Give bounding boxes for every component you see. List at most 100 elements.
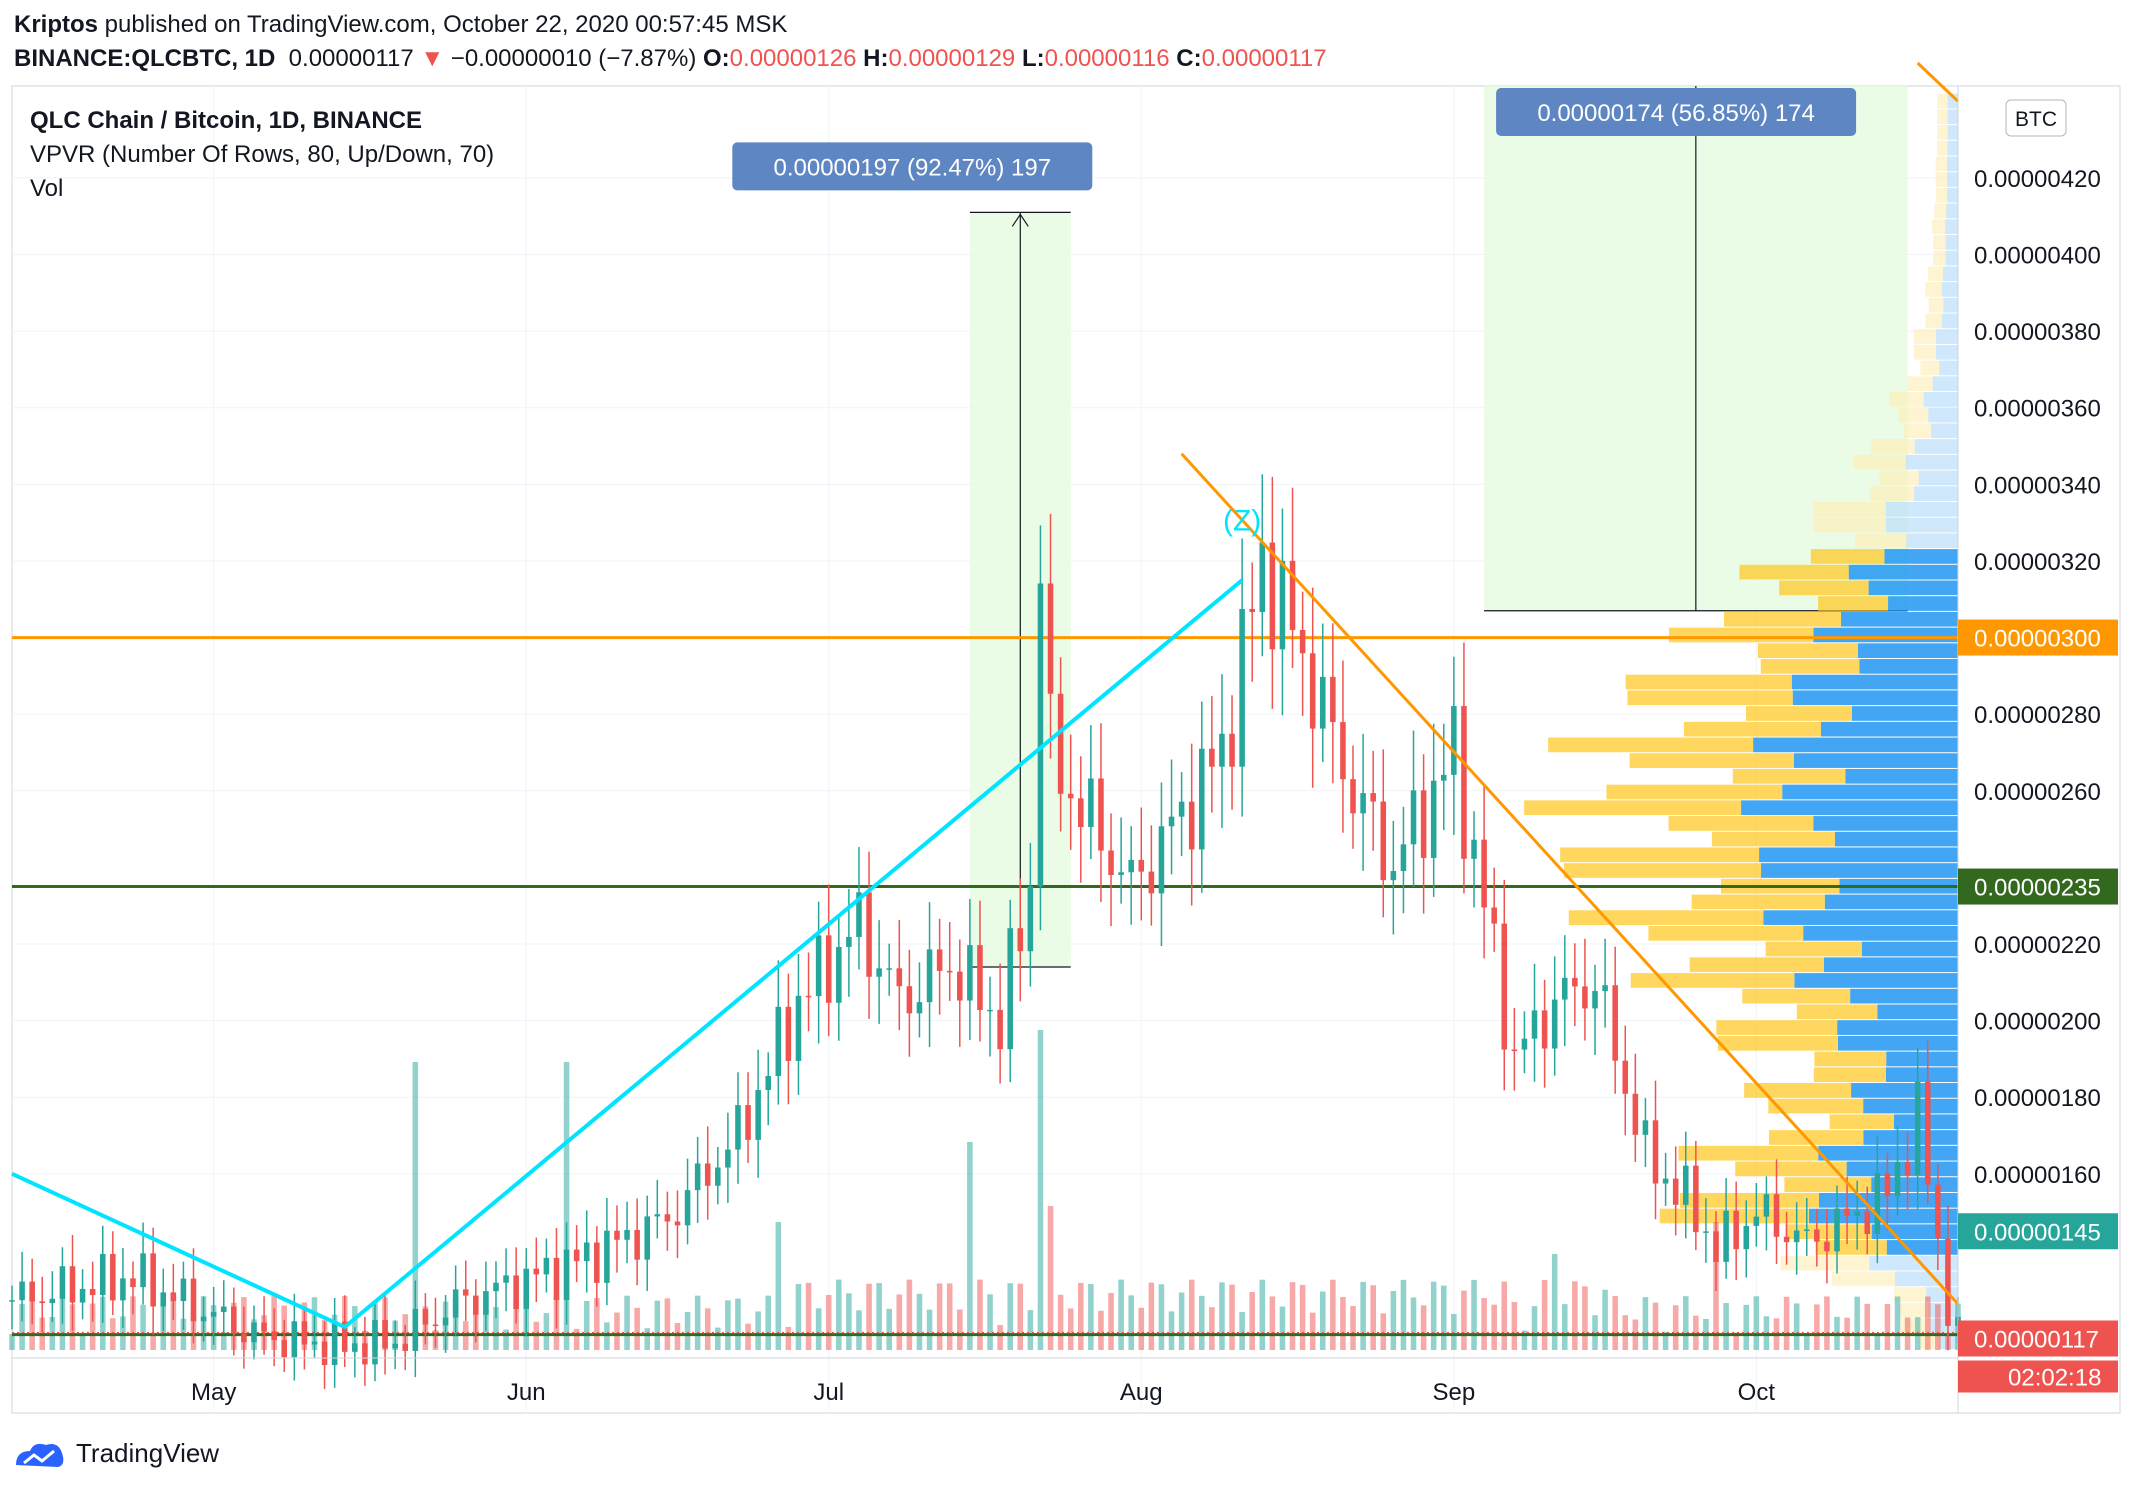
down-arrow-icon: ▼ <box>420 45 445 72</box>
candle-body <box>281 1340 288 1358</box>
volume-bar <box>614 1312 620 1350</box>
currency-button[interactable]: BTC <box>2005 99 2067 137</box>
vpvr-down-row <box>1815 1240 1887 1255</box>
vpvr-down-row <box>1813 517 1886 533</box>
volume-bar <box>1118 1279 1124 1350</box>
candle-body <box>896 968 903 987</box>
volume-profile <box>1524 93 1958 1349</box>
volume-bar <box>886 1308 892 1350</box>
volume-bar <box>1108 1292 1114 1350</box>
volume-bar <box>715 1327 721 1350</box>
vpvr-up-row <box>1846 1161 1958 1177</box>
volume-bar <box>815 1308 822 1350</box>
volume-bar <box>906 1279 913 1350</box>
vpvr-up-row <box>1942 266 1958 282</box>
candle-body <box>866 892 872 977</box>
price-tick-label: 0.00000420 <box>1974 166 2101 193</box>
candle-body <box>190 1278 197 1322</box>
range2-label: 0.00000174 (56.85%) 174 <box>1537 100 1815 127</box>
candle-body <box>382 1320 388 1349</box>
legend-vol[interactable]: Vol <box>30 175 63 202</box>
vpvr-down-row <box>1903 423 1931 439</box>
vpvr-down-row <box>1936 140 1948 156</box>
price-tick-label: 0.00000180 <box>1974 1085 2101 1112</box>
candle-body <box>1289 560 1296 630</box>
vpvr-up-row <box>1884 549 1958 564</box>
candle-body <box>59 1266 66 1299</box>
vpvr-down-row <box>1937 125 1948 140</box>
range1-label: 0.00000197 (92.47%) 197 <box>774 154 1052 181</box>
chart-legend: QLC Chain / Bitcoin, 1D, BINANCE VPVR (N… <box>30 107 494 202</box>
candle-body <box>442 1317 449 1326</box>
candle-body <box>1531 1010 1538 1039</box>
candle-body <box>1743 1225 1750 1250</box>
volume-bar <box>1168 1311 1175 1350</box>
vpvr-up-row <box>1803 925 1958 941</box>
price-label-box <box>1958 868 2118 905</box>
candle-body <box>1148 871 1155 894</box>
volume-bar <box>1602 1289 1608 1350</box>
vpvr-down-row <box>1913 344 1936 360</box>
candle-body <box>1158 826 1165 894</box>
vpvr-down-row <box>1920 360 1940 376</box>
tradingview-brand[interactable]: TradingView <box>76 1438 220 1468</box>
candle-body <box>1320 676 1326 729</box>
range2-label-box <box>1496 88 1857 136</box>
vpvr-up-row <box>1782 784 1958 800</box>
volume-bar <box>1753 1296 1760 1350</box>
volume-bar <box>725 1300 731 1350</box>
time-axis[interactable]: May Jun Jul Aug Sep Oct <box>12 1357 1958 1406</box>
candle-body <box>1390 871 1397 881</box>
candle-body <box>1178 801 1185 817</box>
candle-body <box>452 1289 459 1318</box>
candle-body <box>1067 793 1074 799</box>
price-axis[interactable]: 0.00000420 0.00000400 0.00000380 0.00000360… <box>1957 86 2101 1413</box>
candle-body <box>402 1343 409 1351</box>
candle-body <box>1057 693 1064 794</box>
trend-lines[interactable]: (Z) <box>11 61 1960 1330</box>
author-name[interactable]: Kriptos <box>14 11 98 38</box>
vpvr-down-row <box>1853 454 1906 470</box>
vpvr-up-row <box>1857 643 1958 659</box>
volume-bar <box>1743 1304 1750 1350</box>
vpvr-up-row <box>1759 847 1958 863</box>
vpvr-down-row <box>1913 329 1936 344</box>
vpvr-up-row <box>1741 800 1958 816</box>
candle-body <box>200 1316 207 1322</box>
volume-bar <box>765 1295 771 1350</box>
candle-body <box>1602 985 1608 992</box>
candle-body <box>1219 733 1225 767</box>
volume-bar <box>735 1298 741 1350</box>
candle-body <box>301 1321 308 1345</box>
vpvr-up-row <box>1794 973 1958 988</box>
volume-bar <box>594 1298 600 1350</box>
vpvr-up-row <box>1850 988 1958 1004</box>
candle-body <box>1491 907 1497 924</box>
candle-body <box>483 1291 489 1315</box>
candle-body <box>926 949 933 1003</box>
candle-body <box>493 1282 499 1292</box>
volume-bar <box>1935 1304 1941 1350</box>
candle-body <box>1834 1208 1840 1252</box>
candle-body <box>1642 1120 1649 1135</box>
vpvr-down-row <box>1894 1287 1927 1302</box>
vpvr-down-row <box>1716 1020 1838 1035</box>
vpvr-down-row <box>1691 894 1825 910</box>
candle-body <box>654 1214 661 1217</box>
candle-body <box>210 1312 217 1317</box>
candle-body <box>1713 1231 1719 1262</box>
candle-body <box>251 1322 257 1343</box>
candle-body <box>1884 1173 1891 1197</box>
vpvr-up-row <box>1845 768 1958 784</box>
candle-body <box>513 1275 519 1309</box>
volume-bar <box>1148 1282 1155 1350</box>
candle-body <box>1864 1211 1871 1234</box>
candle-body <box>684 1190 691 1226</box>
vpvr-down-row <box>1757 643 1858 659</box>
vpvr-up-row <box>1905 454 1958 470</box>
legend-vpvr[interactable]: VPVR (Number Of Rows, 80, Up/Down, 70) <box>30 141 494 168</box>
candle-body <box>1622 1060 1629 1094</box>
vpvr-up-row <box>1863 1130 1958 1145</box>
volume-bar <box>1380 1313 1387 1350</box>
